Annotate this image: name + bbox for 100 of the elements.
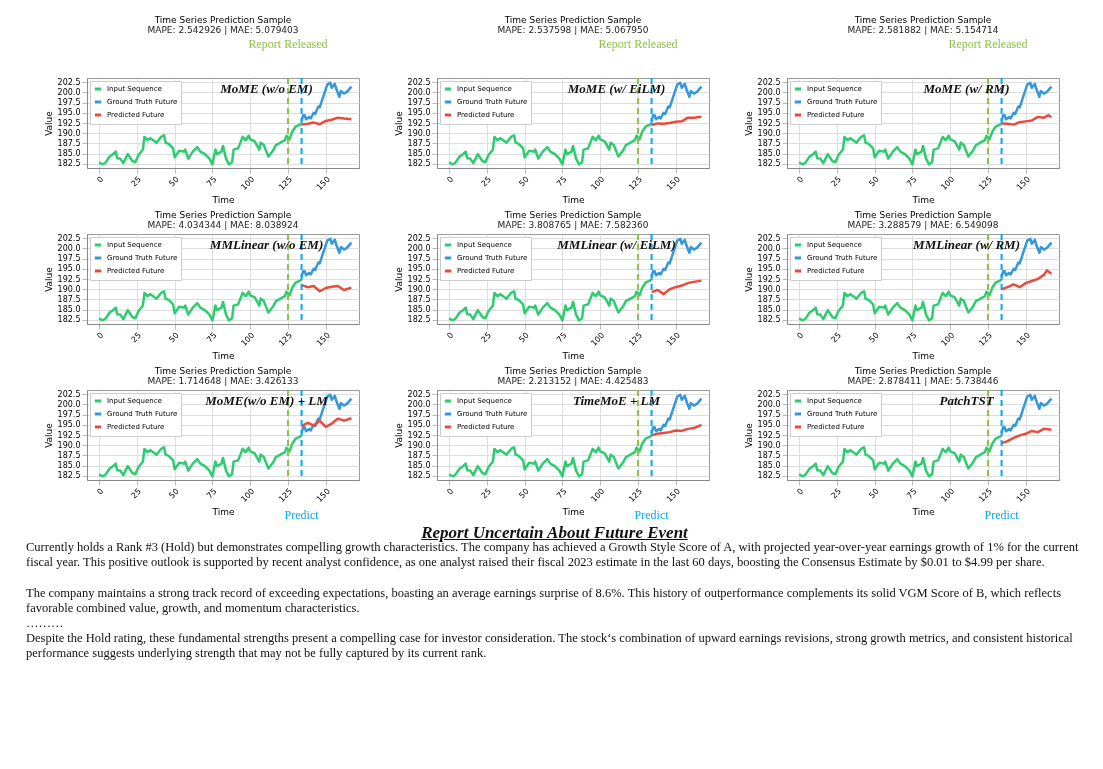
y-tick-label: 190.0: [57, 128, 81, 138]
line-series: [97, 278, 303, 322]
line-series: [97, 122, 303, 166]
y-tick-label: 185.0: [757, 461, 781, 471]
y-tick-label: 185.0: [407, 461, 431, 471]
x-tick-label: 50: [517, 174, 531, 189]
y-axis-title: Value: [393, 110, 404, 136]
text: Despite the Hold rating, these fundamental strengths present a compelling case for investor consideration. The stock‘s combination of upward earnings revisions, strong growth metrics, and consistent historical performance suggests underlying strength that may not be fully captured by its current rank.: [26, 631, 1074, 661]
x-tick-label: 50: [167, 486, 181, 501]
x-tick-label: 150: [314, 330, 332, 348]
chart-subtitle: MAPE: 3.288579 | MAE: 6.549098: [847, 220, 999, 230]
text: Report Uncertain About Future Event: [421, 523, 689, 542]
x-axis-title: Time: [211, 506, 235, 517]
y-tick-label: 195.0: [757, 108, 781, 118]
y-tick-label: 185.0: [757, 149, 781, 159]
y-tick-label: 200.0: [407, 399, 431, 409]
line-series: [797, 434, 1003, 478]
y-tick-label: 185.0: [407, 305, 431, 315]
y-tick-label: 200.0: [757, 399, 781, 409]
y-tick-label: 192.5: [407, 430, 431, 440]
y-axis-title: Value: [43, 266, 54, 292]
y-tick-label: 182.5: [57, 471, 81, 481]
line-series: [1000, 269, 1053, 291]
x-tick-label: 150: [1014, 330, 1032, 348]
text: Currently holds a Rank #3 (Hold) but demonstrates compelling growth characteristics. The company has achieved a Growth Style Score of A, with projected year-over-year earnings growth of 1% for the current fiscal year. This positive outlook is supported by recent analyst confidence, as one analyst raised their fiscal 2023 estimate in the last 60 days, boosting the Consensus Estimate by $0.01 to $4.99 per share.: [26, 540, 1080, 570]
x-tick-label: 25: [829, 174, 844, 189]
y-tick-label: 192.5: [757, 274, 781, 284]
chart-subtitle: MAPE: 2.581882 | MAE: 5.154714: [847, 25, 999, 35]
y-tick-label: 200.0: [57, 399, 81, 409]
y-tick-label: 197.5: [757, 98, 781, 108]
x-tick-label: 0: [445, 330, 456, 341]
y-axis-title: Value: [43, 422, 54, 448]
chart-title: Time Series Prediction Sample: [153, 210, 292, 220]
chart-subtitle: MAPE: 2.542926 | MAE: 5.079403: [147, 25, 299, 35]
chart-title: Time Series Prediction Sample: [853, 15, 992, 25]
y-tick-label: 197.5: [757, 410, 781, 420]
x-tick-label: 150: [314, 174, 332, 192]
line-series: [797, 278, 1003, 322]
y-tick-label: 190.0: [57, 284, 81, 294]
x-tick-label: 25: [479, 174, 494, 189]
chart-subtitle: MAPE: 2.213152 | MAE: 4.425483: [497, 376, 649, 386]
ref-line-label: Report Released: [598, 37, 678, 51]
y-tick-label: 197.5: [57, 98, 81, 108]
x-tick-label: 50: [517, 330, 531, 345]
x-tick-label: 50: [867, 174, 881, 189]
x-axis-title: Time: [561, 506, 585, 517]
ref-line-label: Predict: [984, 508, 1020, 522]
y-tick-label: 187.5: [757, 450, 781, 460]
y-tick-label: 182.5: [57, 159, 81, 169]
y-tick-label: 185.0: [57, 305, 81, 315]
y-tick-label: 195.0: [57, 108, 81, 118]
y-tick-label: 200.0: [757, 243, 781, 253]
y-tick-label: 202.5: [57, 233, 81, 243]
x-tick-label: 0: [445, 174, 456, 185]
y-tick-label: 192.5: [57, 274, 81, 284]
chart-title: Time Series Prediction Sample: [153, 366, 292, 376]
ref-line-label: Report Released: [948, 37, 1028, 51]
y-tick-label: 185.0: [57, 149, 81, 159]
line-series: [447, 434, 653, 478]
line-series: [650, 279, 703, 296]
x-tick-label: 75: [555, 330, 569, 345]
annotation: MMLinear (w/ EiLM): [556, 237, 676, 252]
line-series: [300, 237, 353, 279]
y-tick-label: 192.5: [757, 118, 781, 128]
x-tick-label: 0: [95, 330, 106, 341]
chart-title: Time Series Prediction Sample: [153, 15, 292, 25]
x-tick-label: 150: [314, 486, 332, 504]
chart-subtitle: MAPE: 2.878411 | MAE: 5.738446: [847, 376, 999, 386]
y-tick-label: 190.0: [407, 284, 431, 294]
x-tick-label: 50: [167, 174, 181, 189]
line-series: [300, 416, 353, 429]
y-tick-label: 192.5: [407, 274, 431, 284]
y-tick-label: 200.0: [57, 87, 81, 97]
ref-line-label: Predict: [284, 508, 320, 522]
annotation: PatchTST: [939, 393, 995, 408]
annotation: MoME (w/ EiLM): [566, 81, 666, 96]
y-tick-label: 187.5: [57, 450, 81, 460]
y-tick-label: 192.5: [57, 430, 81, 440]
x-tick-label: 25: [479, 330, 494, 345]
annotation: MMLinear (w/o EM): [208, 237, 324, 252]
line-series: [797, 122, 1003, 166]
y-axis-title: Value: [743, 110, 754, 136]
y-tick-label: 195.0: [757, 420, 781, 430]
y-tick-label: 195.0: [407, 420, 431, 430]
x-axis-title: Time: [911, 194, 935, 205]
y-tick-label: 187.5: [407, 294, 431, 304]
y-tick-label: 200.0: [407, 87, 431, 97]
x-tick-label: 25: [129, 174, 144, 189]
x-tick-label: 0: [445, 486, 456, 497]
y-tick-label: 195.0: [757, 264, 781, 274]
annotation: MoME (w/o EM): [219, 81, 313, 96]
y-tick-label: 187.5: [407, 450, 431, 460]
y-tick-label: 197.5: [407, 410, 431, 420]
x-axis-title: Time: [211, 194, 235, 205]
y-axis-title: Value: [393, 422, 404, 448]
x-tick-label: 0: [795, 174, 806, 185]
line-series: [1000, 427, 1053, 445]
y-tick-label: 187.5: [407, 138, 431, 148]
y-tick-label: 192.5: [407, 118, 431, 128]
x-axis-title: Time: [911, 350, 935, 361]
